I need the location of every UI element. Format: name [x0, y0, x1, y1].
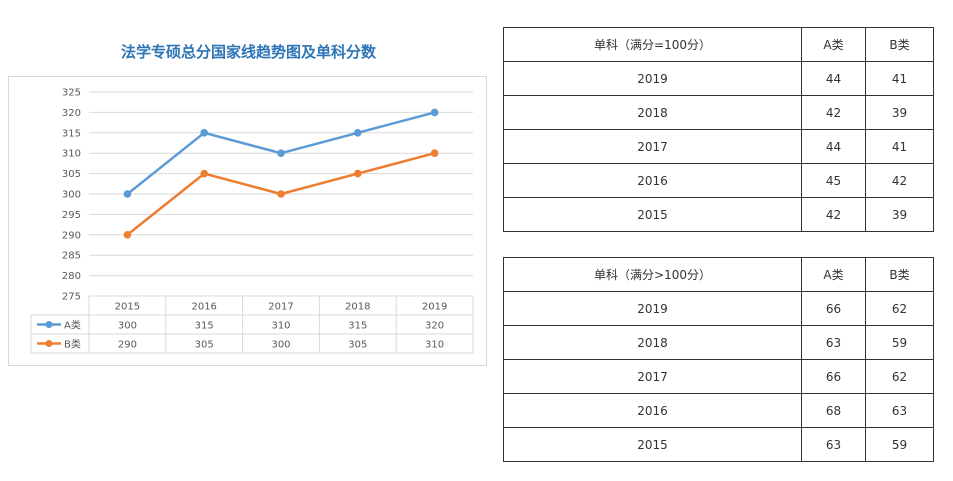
y-tick-label: 325 [62, 88, 81, 99]
cell-a: 42 [801, 95, 866, 130]
table-header-row: 单科（满分=100分） A类 B类 [503, 27, 934, 62]
x-tick-label: 2017 [268, 302, 293, 313]
x-tick-label: 2018 [345, 302, 370, 313]
y-tick-label: 320 [62, 108, 81, 119]
data-table-value: 315 [195, 321, 214, 332]
score-table-over-100: 单科（满分>100分） A类 B类 2019 66 62 2018 63 59 … [503, 257, 934, 462]
table-row: 2015 42 39 [503, 197, 934, 232]
table-row: 2016 45 42 [503, 163, 934, 198]
line-chart: 325 320 315 310 305 300 295 290 285 280 275 2015 201… [30, 88, 474, 354]
y-tick-label: 310 [62, 149, 81, 160]
y-tick-label: 300 [62, 190, 81, 201]
data-point [430, 108, 439, 117]
legend-label: A类 [64, 319, 81, 332]
data-table-value: 300 [271, 340, 290, 351]
cell-b: 39 [865, 197, 934, 232]
cell-year: 2017 [503, 359, 802, 394]
data-point [200, 169, 208, 178]
y-tick-label: 315 [62, 128, 81, 139]
cell-year: 2015 [503, 427, 802, 462]
legend-marker [45, 321, 53, 328]
cell-year: 2018 [503, 95, 802, 130]
cell-b: 62 [865, 291, 934, 326]
y-tick-label: 285 [62, 251, 81, 262]
table-header-row: 单科（满分>100分） A类 B类 [503, 257, 934, 292]
cell-b: 39 [865, 95, 934, 130]
cell-b: 62 [865, 359, 934, 394]
x-tick-label: 2015 [115, 302, 140, 313]
data-table-value: 305 [195, 340, 214, 351]
x-tick-label: 2016 [191, 302, 216, 313]
data-point [123, 231, 132, 239]
data-table-value: 300 [118, 321, 137, 332]
table-row: 2018 63 59 [503, 325, 934, 360]
data-table-value: 310 [271, 321, 290, 332]
legend-marker [45, 340, 53, 347]
data-point [200, 129, 208, 137]
header-a: A类 [801, 257, 866, 292]
y-tick-label: 290 [62, 230, 81, 241]
y-tick-label: 275 [62, 292, 81, 303]
data-table-value: 315 [348, 321, 367, 332]
cell-year: 2019 [503, 291, 802, 326]
cell-year: 2016 [503, 163, 802, 198]
header-b: B类 [865, 257, 934, 292]
legend-label: B类 [64, 338, 81, 351]
cell-b: 42 [865, 163, 934, 198]
cell-b: 59 [865, 325, 934, 360]
cell-year: 2018 [503, 325, 802, 360]
table-row: 2017 44 41 [503, 129, 934, 164]
header-subject: 单科（满分=100分） [503, 27, 802, 62]
data-table-value: 305 [348, 340, 367, 351]
chart-area: 325 320 315 310 305 300 295 290 285 280 275 2015 201… [8, 76, 487, 366]
cell-a: 42 [801, 197, 866, 232]
y-tick-label: 295 [62, 210, 81, 221]
cell-a: 68 [801, 393, 866, 428]
cell-a: 63 [801, 427, 866, 462]
score-table-100: 单科（满分=100分） A类 B类 2019 44 41 2018 42 39 … [503, 27, 934, 232]
cell-b: 63 [865, 393, 934, 428]
cell-year: 2019 [503, 61, 802, 96]
data-table-value: 290 [118, 340, 137, 351]
x-tick-label: 2019 [422, 302, 447, 313]
data-point [354, 169, 362, 178]
header-subject: 单科（满分>100分） [503, 257, 802, 292]
table-row: 2016 68 63 [503, 393, 934, 428]
cell-a: 44 [801, 129, 866, 164]
data-table-value: 320 [425, 321, 444, 332]
cell-a: 66 [801, 359, 866, 394]
cell-b: 59 [865, 427, 934, 462]
table-row: 2017 66 62 [503, 359, 934, 394]
data-table-value: 310 [425, 340, 444, 351]
cell-year: 2017 [503, 129, 802, 164]
y-tick-label: 305 [62, 169, 81, 180]
table-row: 2019 44 41 [503, 61, 934, 96]
table-row: 2015 63 59 [503, 427, 934, 462]
cell-a: 66 [801, 291, 866, 326]
data-point [354, 129, 362, 137]
data-point [277, 190, 285, 198]
data-point [123, 190, 132, 198]
cell-a: 44 [801, 61, 866, 96]
cell-b: 41 [865, 129, 934, 164]
cell-b: 41 [865, 61, 934, 96]
cell-a: 45 [801, 163, 866, 198]
cell-year: 2016 [503, 393, 802, 428]
table-row: 2019 66 62 [503, 291, 934, 326]
data-point [430, 149, 439, 157]
cell-a: 63 [801, 325, 866, 360]
header-b: B类 [865, 27, 934, 62]
y-tick-label: 280 [62, 271, 81, 282]
cell-year: 2015 [503, 197, 802, 232]
chart-title: 法学专硕总分国家线趋势图及单科分数 [120, 43, 376, 61]
table-row: 2018 42 39 [503, 95, 934, 130]
data-point [277, 149, 285, 157]
header-a: A类 [801, 27, 866, 62]
